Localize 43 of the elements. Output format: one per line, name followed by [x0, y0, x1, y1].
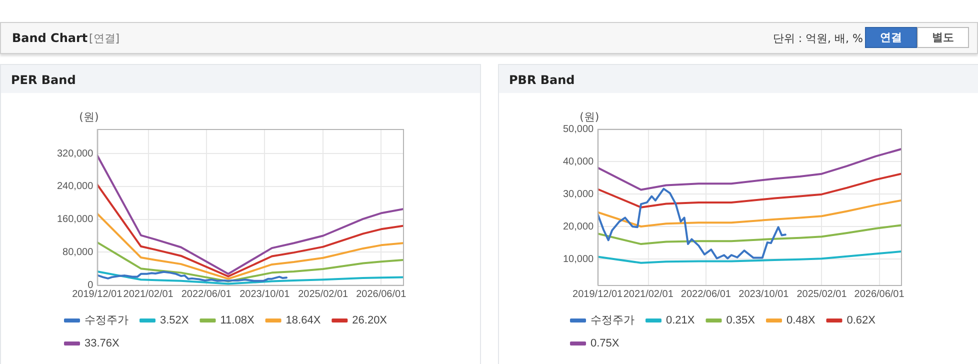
legend-label: 3.52X: [160, 314, 190, 327]
legend-label: 수정주가: [84, 314, 128, 327]
legend-label: 33.76X: [84, 338, 120, 350]
text: 연결: [865, 27, 917, 48]
y-tick-label: 10,000: [562, 254, 594, 265]
chart-title: PER Band: [1, 65, 480, 93]
x-tick-label: 2022/06/01: [181, 288, 232, 300]
legend-label: 0.35X: [726, 314, 756, 327]
text: 별도: [917, 27, 969, 48]
text: [연결]: [89, 31, 120, 46]
legend-label: 26.20X: [352, 314, 388, 327]
x-tick-label: 2026/06/01: [854, 288, 905, 300]
x-tick-label: 2021/02/01: [623, 288, 674, 300]
legend-label: 0.62X: [846, 314, 876, 327]
text: 단위 : 억원, 배, %: [772, 31, 863, 46]
y-tick-label: 320,000: [56, 148, 94, 160]
y-axis-title: (원): [79, 110, 99, 124]
legend-label: 18.64X: [286, 314, 322, 327]
x-tick-label: 2021/02/01: [123, 288, 174, 300]
x-tick-label: 2025/02/01: [298, 288, 349, 300]
legend-label: 0.75X: [590, 338, 620, 350]
y-tick-label: 50,000: [562, 124, 594, 135]
x-tick-label: 2019/12/01: [572, 288, 624, 300]
y-tick-label: 160,000: [56, 214, 94, 226]
y-axis-title: (원): [580, 110, 600, 124]
y-tick-label: 0: [88, 280, 94, 291]
x-tick-label: 2026/06/01: [356, 288, 407, 300]
legend-label: 11.08X: [220, 314, 255, 327]
x-tick-label: 2022/06/01: [680, 288, 732, 300]
x-tick-label: 2025/02/01: [796, 288, 848, 300]
x-tick-label: 2019/12/01: [72, 288, 123, 300]
x-tick-label: 2023/10/01: [240, 288, 290, 300]
legend-label: 0.21X: [666, 314, 696, 327]
legend-label: 수정주가: [590, 314, 634, 327]
y-tick-label: 30,000: [562, 188, 594, 200]
y-tick-label: 40,000: [562, 156, 594, 168]
x-tick-label: 2023/10/01: [738, 288, 790, 300]
y-tick-label: 20,000: [562, 221, 594, 232]
chart-title: PBR Band: [499, 65, 978, 93]
text: Band Chart: [12, 31, 88, 45]
y-tick-label: 80,000: [62, 246, 94, 258]
legend-label: 0.48X: [786, 314, 816, 327]
y-tick-label: 240,000: [56, 181, 94, 192]
